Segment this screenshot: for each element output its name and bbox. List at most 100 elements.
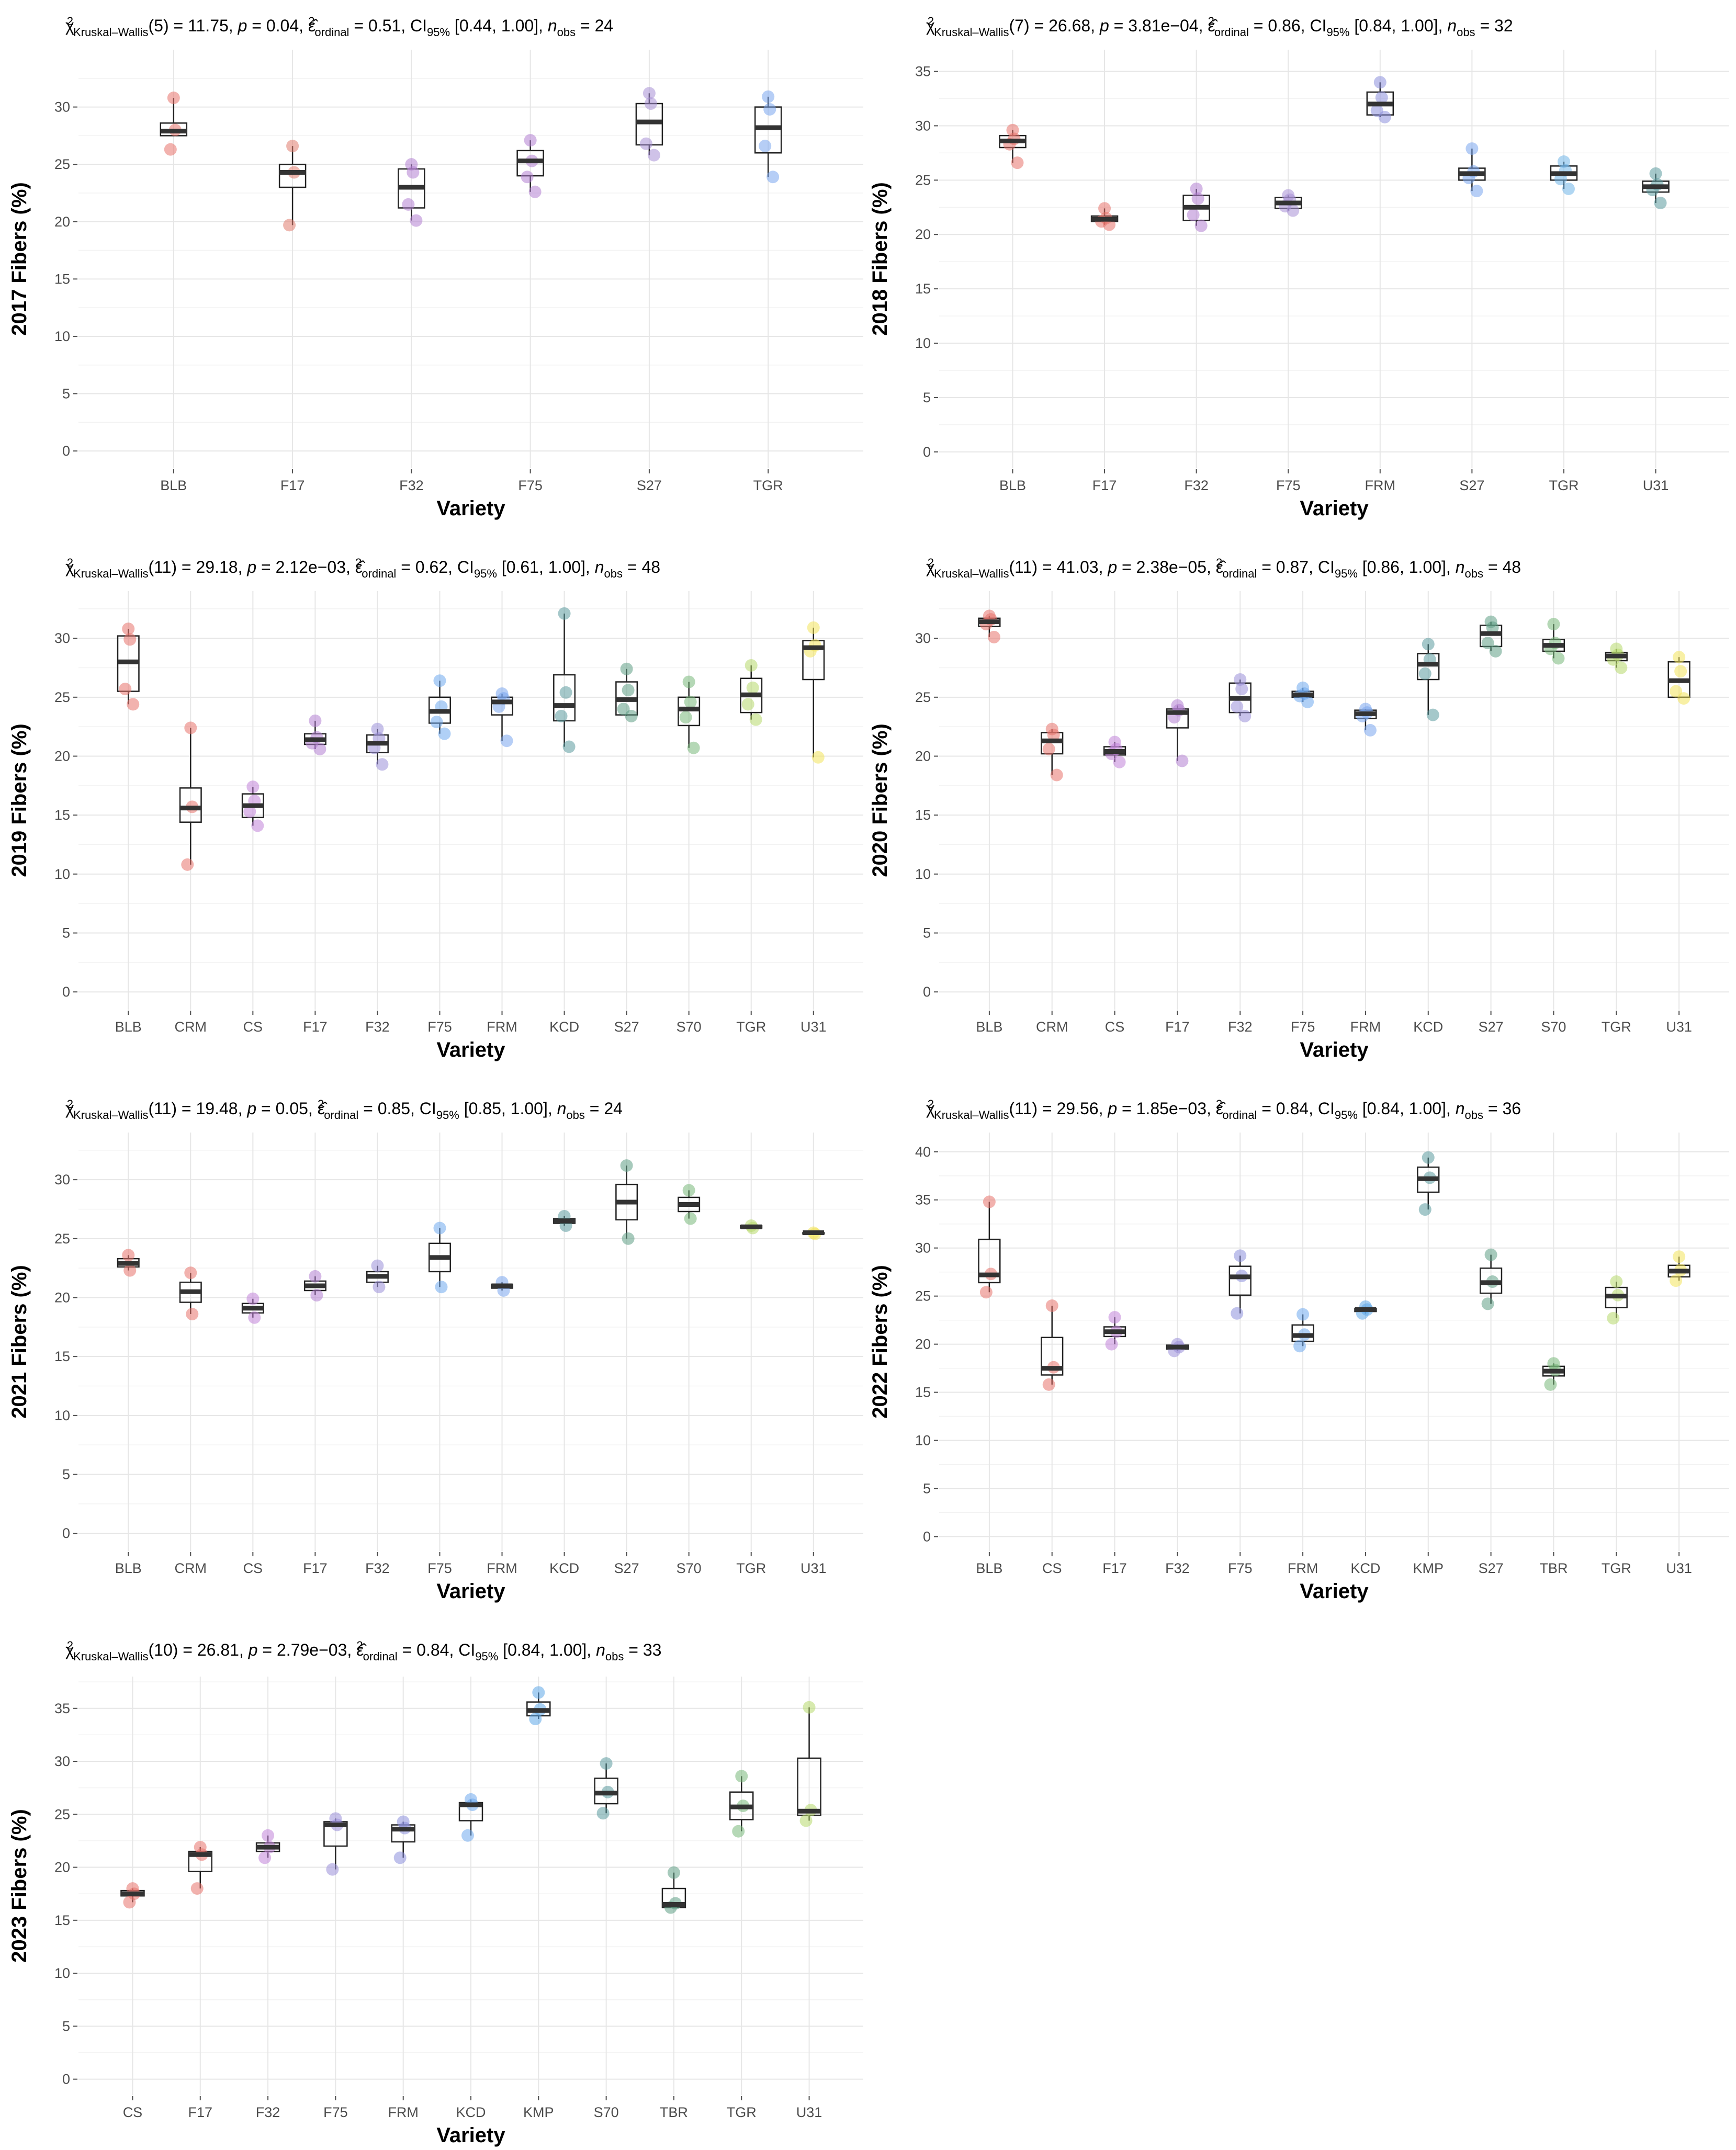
box-FRM bbox=[1291, 1308, 1314, 1353]
box-F32 bbox=[366, 1259, 389, 1294]
x-tick-label: CS bbox=[1042, 1560, 1062, 1576]
data-point bbox=[286, 140, 299, 153]
data-point bbox=[433, 674, 446, 687]
x-tick-label: FRM bbox=[1365, 478, 1395, 493]
data-point bbox=[1190, 182, 1203, 195]
box-TGR bbox=[1550, 155, 1578, 195]
stat-title-part: [0.84, 1.00], bbox=[1358, 1099, 1456, 1118]
x-tick-label: U31 bbox=[1643, 478, 1669, 493]
y-tick-label: 5 bbox=[62, 2018, 70, 2034]
stat-title-part: 2 bbox=[928, 15, 934, 28]
data-point bbox=[1105, 1338, 1118, 1351]
data-point bbox=[310, 1288, 323, 1302]
data-point bbox=[407, 166, 420, 179]
data-point bbox=[433, 1221, 446, 1235]
y-tick-label: 30 bbox=[915, 630, 931, 646]
data-point bbox=[741, 698, 754, 711]
x-tick-label: BLB bbox=[115, 1019, 142, 1035]
data-point bbox=[1045, 1299, 1058, 1312]
data-point bbox=[745, 659, 758, 672]
data-point bbox=[559, 686, 572, 699]
y-tick-label: 20 bbox=[54, 748, 70, 764]
data-point bbox=[766, 171, 780, 184]
stat-title-part: (11) = 41.03, bbox=[1009, 558, 1108, 576]
data-point bbox=[246, 1292, 260, 1305]
x-tick-label: CS bbox=[123, 2104, 143, 2120]
y-axis-title: 2023 Fibers (%) bbox=[8, 1809, 31, 1962]
stat-title-part: p bbox=[1107, 558, 1117, 576]
data-point bbox=[1375, 91, 1388, 104]
stat-title-part: = 2.38e−05, bbox=[1117, 558, 1216, 576]
y-tick-label: 5 bbox=[923, 925, 931, 941]
data-point bbox=[524, 134, 537, 147]
data-point bbox=[1011, 156, 1024, 169]
box-U31 bbox=[797, 1701, 821, 1827]
data-point bbox=[562, 740, 576, 753]
data-point bbox=[1607, 1311, 1620, 1325]
y-tick-label: 5 bbox=[923, 1480, 931, 1496]
y-tick-label: 5 bbox=[62, 925, 70, 941]
x-tick-label: F32 bbox=[1228, 1019, 1253, 1035]
box-TGR bbox=[740, 659, 763, 726]
data-point bbox=[1422, 638, 1435, 651]
x-tick-label: BLB bbox=[160, 478, 187, 493]
stat-title-part: = 24 bbox=[585, 1099, 623, 1118]
data-point bbox=[262, 1829, 275, 1842]
box-FRM bbox=[491, 687, 514, 748]
data-point bbox=[1466, 142, 1479, 155]
x-tick-label: F75 bbox=[323, 2104, 348, 2120]
box-F32 bbox=[1182, 182, 1210, 232]
stat-title-part: 2 bbox=[1216, 1097, 1222, 1111]
stat-title-part: (11) = 19.48, bbox=[149, 1099, 247, 1118]
data-point bbox=[1418, 1203, 1431, 1216]
stat-title: χ2Kruskal–Wallis(11) = 29.56, p = 1.85e−… bbox=[926, 1097, 1521, 1122]
stat-title-part: p bbox=[246, 1099, 256, 1118]
data-point bbox=[807, 621, 820, 634]
box-F17 bbox=[1166, 699, 1189, 767]
x-tick-label: CRM bbox=[175, 1560, 207, 1576]
stat-title-part: 2 bbox=[67, 15, 73, 28]
stat-title-part: [0.84, 1.00], bbox=[1349, 16, 1447, 35]
x-tick-label: TGR bbox=[753, 478, 783, 493]
box-BLB bbox=[160, 92, 188, 156]
data-point bbox=[1418, 667, 1431, 680]
x-tick-label: CS bbox=[243, 1560, 263, 1576]
data-point bbox=[667, 1866, 680, 1879]
data-point bbox=[1673, 1250, 1686, 1263]
stat-title-part: (5) = 11.75, bbox=[149, 16, 238, 35]
box-U31 bbox=[1642, 167, 1670, 209]
y-tick-label: 25 bbox=[54, 689, 70, 705]
y-tick-label: 15 bbox=[54, 1913, 70, 1928]
data-point bbox=[732, 1825, 745, 1838]
box-CRM bbox=[179, 721, 202, 871]
stat-title-part: 2 bbox=[308, 15, 314, 28]
data-point bbox=[500, 734, 513, 748]
box-S27 bbox=[1479, 1248, 1503, 1310]
panel-2022: 0 5 10 15 20 25 30 35 40 BLB CS F17 F32 F75 FRM KCD KMP S… bbox=[869, 1097, 1729, 1603]
data-point bbox=[735, 1770, 748, 1783]
box-BLB bbox=[999, 123, 1027, 169]
y-tick-label: 20 bbox=[915, 748, 931, 764]
data-point bbox=[1677, 692, 1690, 705]
box-CS bbox=[1103, 735, 1126, 768]
box-CS bbox=[241, 1292, 264, 1324]
box-F32 bbox=[1228, 673, 1252, 722]
box-F32 bbox=[1166, 1338, 1189, 1357]
stat-title-part: Kruskal–Wallis bbox=[73, 26, 148, 39]
stat-title-part: (11) = 29.56, bbox=[1009, 1099, 1108, 1118]
stat-title-part: 2 bbox=[67, 556, 73, 569]
x-tick-label: F17 bbox=[1165, 1019, 1190, 1035]
data-point bbox=[763, 103, 776, 116]
data-point bbox=[1649, 167, 1662, 180]
stat-title: χ2Kruskal–Wallis(10) = 26.81, p = 2.79e−… bbox=[65, 1639, 661, 1663]
stat-title-part: (7) = 26.68, bbox=[1009, 16, 1100, 35]
stat-title-part: χ bbox=[65, 16, 74, 35]
y-tick-label: 0 bbox=[62, 984, 70, 1000]
stat-title-part: = 0.04, bbox=[247, 16, 308, 35]
stat-title-part: ordinal bbox=[362, 567, 396, 580]
box-S70 bbox=[678, 1184, 701, 1225]
data-point bbox=[1670, 1274, 1683, 1287]
x-tick-label: BLB bbox=[999, 478, 1026, 493]
x-tick-label: FRM bbox=[388, 2104, 418, 2120]
